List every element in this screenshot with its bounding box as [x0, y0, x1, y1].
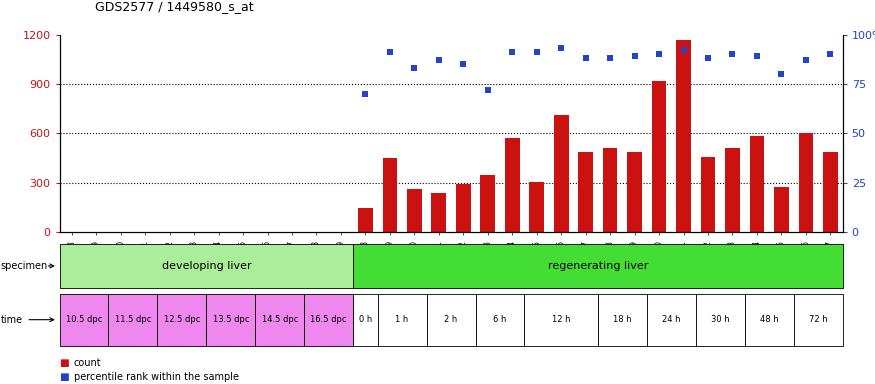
Text: percentile rank within the sample: percentile rank within the sample — [74, 372, 239, 382]
Bar — [529, 182, 544, 232]
Text: 10.5 dpc: 10.5 dpc — [66, 315, 102, 324]
Bar — [456, 184, 471, 232]
Text: developing liver: developing liver — [162, 261, 251, 271]
Bar — [554, 115, 569, 232]
Bar — [505, 138, 520, 232]
Text: 18 h: 18 h — [613, 315, 632, 324]
Text: 30 h: 30 h — [711, 315, 730, 324]
Bar — [407, 189, 422, 232]
Bar — [750, 136, 765, 232]
Text: regenerating liver: regenerating liver — [548, 261, 648, 271]
Bar — [701, 157, 716, 232]
Bar — [480, 175, 495, 232]
Text: 72 h: 72 h — [808, 315, 828, 324]
Text: 14.5 dpc: 14.5 dpc — [262, 315, 298, 324]
Bar — [358, 208, 373, 232]
Text: ■: ■ — [60, 358, 69, 368]
Bar — [725, 148, 740, 232]
Text: count: count — [74, 358, 102, 368]
Bar — [603, 148, 618, 232]
Text: 12.5 dpc: 12.5 dpc — [164, 315, 200, 324]
Bar — [652, 81, 667, 232]
Text: GDS2577 / 1449580_s_at: GDS2577 / 1449580_s_at — [94, 0, 253, 13]
Text: 0 h: 0 h — [359, 315, 372, 324]
Text: time: time — [1, 314, 23, 325]
Text: specimen: specimen — [1, 261, 48, 271]
Bar — [627, 152, 642, 232]
Text: 13.5 dpc: 13.5 dpc — [213, 315, 249, 324]
Text: 11.5 dpc: 11.5 dpc — [115, 315, 151, 324]
Text: 24 h: 24 h — [662, 315, 681, 324]
Text: ■: ■ — [60, 372, 69, 382]
Text: 48 h: 48 h — [760, 315, 779, 324]
Text: 1 h: 1 h — [396, 315, 409, 324]
Text: 16.5 dpc: 16.5 dpc — [311, 315, 347, 324]
Text: 2 h: 2 h — [444, 315, 458, 324]
Bar — [823, 152, 837, 232]
Text: 6 h: 6 h — [493, 315, 507, 324]
Bar — [578, 152, 593, 232]
Text: 12 h: 12 h — [552, 315, 570, 324]
Bar — [676, 40, 691, 232]
Bar — [799, 134, 813, 232]
Bar — [774, 187, 788, 232]
Bar — [382, 158, 397, 232]
Bar — [431, 193, 446, 232]
